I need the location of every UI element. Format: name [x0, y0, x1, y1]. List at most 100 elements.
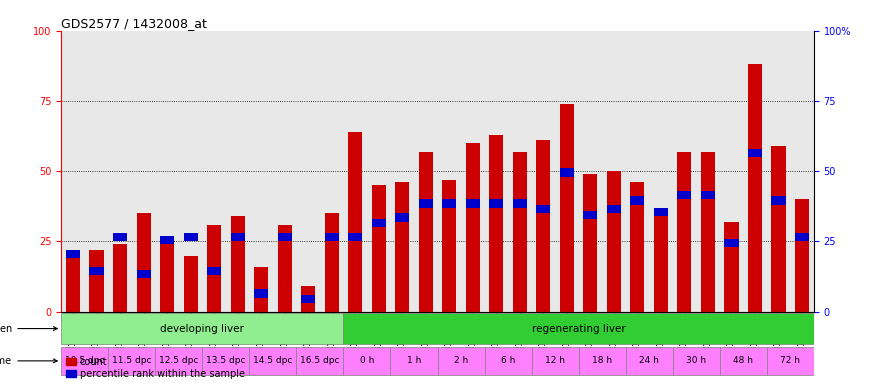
Bar: [536, 140, 550, 312]
Bar: [654, 208, 668, 216]
Bar: [160, 236, 174, 244]
Text: 48 h: 48 h: [733, 356, 753, 365]
Bar: [372, 219, 386, 227]
FancyBboxPatch shape: [344, 313, 814, 344]
Text: 2 h: 2 h: [454, 356, 468, 365]
FancyBboxPatch shape: [202, 347, 249, 375]
Bar: [160, 238, 174, 312]
Bar: [724, 222, 738, 312]
Text: 24 h: 24 h: [640, 356, 659, 365]
FancyBboxPatch shape: [344, 347, 390, 375]
Bar: [442, 199, 457, 208]
Bar: [136, 270, 150, 278]
Text: 30 h: 30 h: [686, 356, 706, 365]
FancyBboxPatch shape: [438, 347, 485, 375]
FancyBboxPatch shape: [485, 347, 532, 375]
FancyBboxPatch shape: [673, 347, 720, 375]
Bar: [748, 149, 762, 157]
Bar: [513, 152, 527, 312]
Bar: [207, 267, 221, 275]
Bar: [396, 214, 410, 222]
Text: specimen: specimen: [0, 324, 57, 334]
Text: 1 h: 1 h: [407, 356, 421, 365]
Text: 0 h: 0 h: [360, 356, 374, 365]
Bar: [724, 238, 738, 247]
Bar: [489, 199, 503, 208]
Bar: [489, 135, 503, 312]
Bar: [630, 182, 645, 312]
Bar: [419, 199, 433, 208]
FancyBboxPatch shape: [578, 347, 626, 375]
Bar: [442, 180, 457, 312]
Text: 18 h: 18 h: [592, 356, 612, 365]
Bar: [254, 289, 269, 298]
Text: 10.5 dpc: 10.5 dpc: [65, 356, 104, 365]
Text: 12.5 dpc: 12.5 dpc: [159, 356, 199, 365]
Bar: [701, 152, 715, 312]
Bar: [277, 233, 291, 242]
Bar: [584, 210, 598, 219]
Bar: [748, 65, 762, 312]
Bar: [677, 152, 691, 312]
Bar: [254, 267, 269, 312]
Bar: [89, 250, 103, 312]
Bar: [795, 199, 809, 312]
Bar: [466, 199, 480, 208]
Bar: [113, 233, 127, 242]
Text: 13.5 dpc: 13.5 dpc: [206, 356, 246, 365]
Bar: [207, 225, 221, 312]
Bar: [231, 233, 245, 242]
Text: 11.5 dpc: 11.5 dpc: [112, 356, 151, 365]
Bar: [607, 205, 621, 214]
Bar: [772, 146, 786, 312]
FancyBboxPatch shape: [297, 347, 344, 375]
FancyBboxPatch shape: [626, 347, 673, 375]
Bar: [560, 169, 574, 177]
Bar: [560, 104, 574, 312]
Bar: [231, 216, 245, 312]
Text: 12 h: 12 h: [545, 356, 565, 365]
Bar: [348, 233, 362, 242]
Text: 14.5 dpc: 14.5 dpc: [253, 356, 292, 365]
FancyBboxPatch shape: [156, 347, 202, 375]
Bar: [536, 205, 550, 214]
Bar: [136, 214, 150, 312]
Text: GDS2577 / 1432008_at: GDS2577 / 1432008_at: [61, 17, 207, 30]
Bar: [348, 132, 362, 312]
Bar: [301, 295, 315, 303]
Bar: [277, 225, 291, 312]
Bar: [372, 185, 386, 312]
Text: regenerating liver: regenerating liver: [532, 324, 626, 334]
Bar: [584, 174, 598, 312]
Bar: [795, 233, 809, 242]
Text: time: time: [0, 356, 57, 366]
Bar: [654, 214, 668, 312]
Bar: [466, 143, 480, 312]
Text: 6 h: 6 h: [500, 356, 515, 365]
Bar: [325, 233, 339, 242]
Legend: count, percentile rank within the sample: count, percentile rank within the sample: [66, 357, 245, 379]
Bar: [184, 233, 198, 242]
Bar: [184, 255, 198, 312]
FancyBboxPatch shape: [766, 347, 814, 375]
FancyBboxPatch shape: [61, 313, 344, 344]
Bar: [66, 250, 80, 258]
FancyBboxPatch shape: [720, 347, 766, 375]
FancyBboxPatch shape: [249, 347, 297, 375]
Bar: [301, 286, 315, 312]
FancyBboxPatch shape: [532, 347, 578, 375]
Bar: [630, 197, 645, 205]
Bar: [396, 182, 410, 312]
Bar: [513, 199, 527, 208]
FancyBboxPatch shape: [390, 347, 438, 375]
Bar: [772, 197, 786, 205]
Bar: [419, 152, 433, 312]
Text: developing liver: developing liver: [160, 324, 244, 334]
Bar: [66, 255, 80, 312]
Bar: [677, 191, 691, 199]
FancyBboxPatch shape: [61, 347, 108, 375]
Bar: [89, 267, 103, 275]
Text: 72 h: 72 h: [780, 356, 801, 365]
FancyBboxPatch shape: [108, 347, 156, 375]
Bar: [113, 244, 127, 312]
